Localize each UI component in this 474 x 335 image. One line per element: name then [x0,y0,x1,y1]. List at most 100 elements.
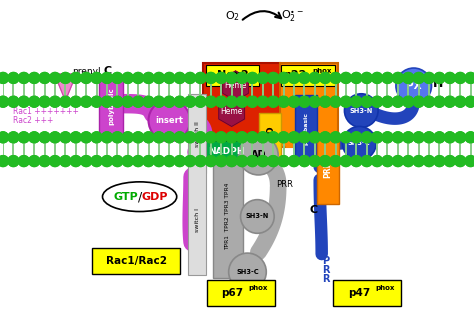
Circle shape [465,132,474,143]
Text: P
R
R: P R R [322,256,329,284]
Circle shape [154,132,164,143]
Circle shape [361,132,372,143]
Circle shape [278,96,289,107]
Circle shape [278,156,289,166]
FancyBboxPatch shape [317,134,338,204]
Circle shape [455,132,465,143]
Circle shape [392,72,403,83]
Circle shape [330,96,341,107]
Text: Heme: Heme [220,107,243,116]
Circle shape [413,132,424,143]
Text: AD: AD [251,150,266,160]
Circle shape [434,156,445,166]
Circle shape [434,132,445,143]
Circle shape [216,156,227,166]
Circle shape [319,156,330,166]
Circle shape [413,72,424,83]
Polygon shape [223,71,248,101]
Circle shape [154,96,164,107]
Circle shape [39,132,50,143]
Circle shape [237,96,247,107]
Circle shape [289,96,300,107]
Circle shape [434,72,445,83]
Circle shape [39,132,50,143]
Text: /: / [138,190,143,203]
Circle shape [413,156,424,166]
Circle shape [330,72,341,83]
Circle shape [60,156,71,166]
Circle shape [112,156,123,166]
Circle shape [445,72,456,83]
Circle shape [101,72,112,83]
Circle shape [247,156,258,166]
Text: Heme: Heme [224,81,247,90]
Circle shape [81,96,91,107]
Circle shape [247,72,258,83]
Circle shape [226,156,237,166]
Circle shape [60,72,71,83]
Circle shape [39,96,50,107]
Circle shape [143,96,154,107]
Circle shape [0,132,9,143]
FancyBboxPatch shape [333,280,401,306]
Circle shape [185,132,195,143]
Circle shape [174,96,185,107]
Circle shape [8,72,19,83]
Circle shape [413,96,424,107]
Circle shape [18,72,29,83]
Circle shape [237,72,247,83]
Circle shape [268,96,279,107]
Circle shape [112,156,123,166]
Circle shape [143,96,154,107]
Circle shape [240,200,274,233]
Circle shape [8,132,19,143]
Circle shape [424,156,435,166]
Circle shape [216,96,227,107]
Circle shape [29,132,40,143]
Circle shape [392,132,403,143]
Circle shape [216,156,227,166]
FancyBboxPatch shape [188,159,206,275]
Circle shape [8,156,19,166]
Circle shape [148,100,190,141]
Circle shape [445,156,456,166]
Circle shape [319,96,330,107]
Circle shape [382,96,393,107]
Circle shape [372,72,383,83]
Circle shape [351,72,362,83]
Text: TPR1  TPR2 TPR3 TPR4: TPR1 TPR2 TPR3 TPR4 [225,183,230,250]
Circle shape [205,156,216,166]
Circle shape [343,126,376,160]
Circle shape [319,132,330,143]
Circle shape [278,72,289,83]
Circle shape [361,72,372,83]
Circle shape [268,96,279,107]
Circle shape [205,96,216,107]
Circle shape [91,156,102,166]
Polygon shape [253,138,272,147]
Circle shape [465,72,474,83]
Circle shape [455,132,465,143]
Circle shape [340,156,351,166]
Circle shape [403,132,414,143]
Circle shape [310,156,320,166]
Circle shape [122,72,133,83]
Polygon shape [55,74,76,101]
Circle shape [164,132,175,143]
Text: prenyl: prenyl [72,67,100,75]
Circle shape [392,156,403,166]
Circle shape [237,132,247,143]
Circle shape [392,132,403,143]
Circle shape [268,132,279,143]
Circle shape [60,156,71,166]
Circle shape [361,156,372,166]
Text: FAD: FAD [266,126,275,145]
Circle shape [164,96,175,107]
Circle shape [0,132,9,143]
Circle shape [351,96,362,107]
Circle shape [413,96,424,107]
Circle shape [396,68,431,104]
Circle shape [445,156,456,166]
Circle shape [237,156,247,166]
Circle shape [299,96,310,107]
